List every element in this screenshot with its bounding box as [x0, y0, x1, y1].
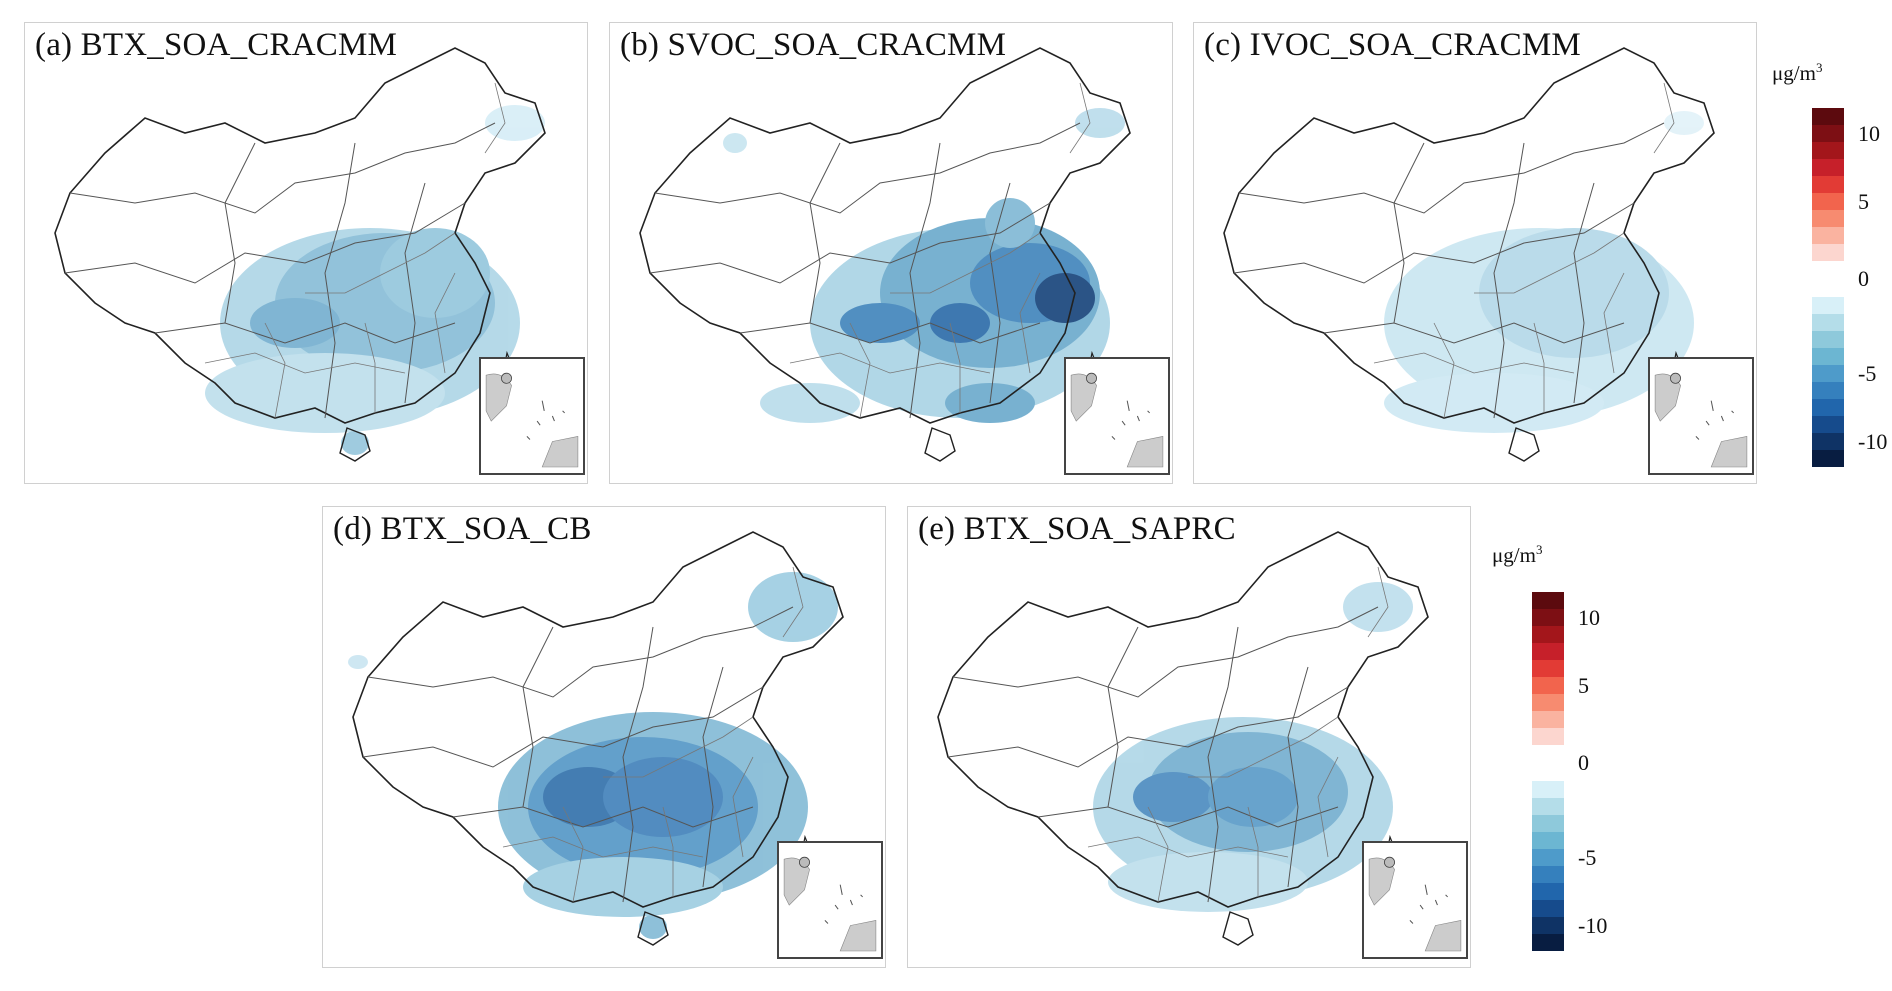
- map-panel-d: (d) BTX_SOA_CB: [322, 506, 886, 968]
- china-map-d: [348, 531, 844, 946]
- panel-title-d: (d) BTX_SOA_CB: [333, 511, 592, 547]
- colorbar-swatch: [1532, 660, 1564, 677]
- colorbar-swatch: [1532, 592, 1564, 609]
- colorbar-tick-label: 0: [1858, 266, 1869, 291]
- colorbar-swatch: [1812, 314, 1844, 331]
- panel-title-b: (b) SVOC_SOA_CRACMM: [620, 27, 1007, 63]
- south-china-sea-inset-c: [1648, 357, 1754, 475]
- colorbar-swatch: [1532, 609, 1564, 626]
- colorbar-swatch: [1812, 244, 1844, 261]
- china-map-b: [639, 47, 1131, 462]
- colorbar-swatch: [1532, 934, 1564, 951]
- colorbar-unit-top: μg/m3: [1772, 60, 1822, 86]
- south-china-sea-inset-d: [777, 841, 883, 959]
- colorbar-swatch: [1532, 917, 1564, 934]
- colorbar-tick-label: -10: [1578, 912, 1608, 938]
- colorbar-swatch: [1532, 728, 1564, 745]
- colorbar-unit-sup: 3: [1815, 60, 1823, 75]
- map-panel-a: (a) BTX_SOA_CRACMM: [24, 22, 588, 484]
- map-panel-e: (e) BTX_SOA_SAPRC: [907, 506, 1471, 968]
- colorbar-swatch: [1532, 866, 1564, 883]
- colorbar-swatch: [1532, 711, 1564, 728]
- colorbar-swatch: [1812, 210, 1844, 227]
- colorbar-swatch: [1812, 450, 1844, 467]
- map-panel-c: (c) IVOC_SOA_CRACMM: [1193, 22, 1757, 484]
- colorbar-swatch: [1532, 626, 1564, 643]
- colorbar-tick-label: -5: [1578, 844, 1597, 870]
- colorbar-swatch: [1812, 382, 1844, 399]
- colorbar-swatch: [1812, 433, 1844, 450]
- colorbar-swatch: [1812, 142, 1844, 159]
- colorbar-tick-label: 5: [1578, 672, 1589, 698]
- colorbar-swatch: [1812, 348, 1844, 365]
- china-map-e: [937, 531, 1429, 946]
- colorbar-swatch: [1812, 365, 1844, 382]
- colorbar-swatch: [1812, 159, 1844, 176]
- colorbar-swatch: [1532, 781, 1564, 798]
- colorbar-swatch: [1812, 108, 1844, 125]
- colorbar-tick-label: 10: [1578, 604, 1600, 630]
- colorbar-swatch: [1812, 193, 1844, 210]
- colorbar-swatch: [1532, 883, 1564, 900]
- colorbar-swatch: [1812, 125, 1844, 142]
- colorbar-swatch: [1812, 176, 1844, 193]
- colorbar-swatch: [1812, 399, 1844, 416]
- colorbar-tick-label: 10: [1858, 120, 1880, 146]
- colorbar-swatch: [1532, 694, 1564, 711]
- panel-title-a: (a) BTX_SOA_CRACMM: [35, 27, 398, 63]
- colorbar-swatch: [1532, 677, 1564, 694]
- colorbar-swatch: [1532, 798, 1564, 815]
- panel-title-e: (e) BTX_SOA_SAPRC: [918, 511, 1236, 547]
- china-map-c: [1223, 47, 1715, 462]
- colorbar-unit-text: μg/m: [1492, 543, 1536, 567]
- panel-title-c: (c) IVOC_SOA_CRACMM: [1204, 27, 1581, 63]
- colorbar-bottom: μg/m3 10 5 0 -5 -10: [1490, 540, 1610, 970]
- colorbar-swatch: [1532, 815, 1564, 832]
- map-panel-b: (b) SVOC_SOA_CRACMM: [609, 22, 1173, 484]
- colorbar-tick-label: -5: [1858, 360, 1877, 386]
- colorbar-tick-label: 5: [1858, 188, 1869, 214]
- south-china-sea-inset-b: [1064, 357, 1170, 475]
- colorbar-unit-bottom: μg/m3: [1492, 542, 1542, 568]
- colorbar-unit-sup: 3: [1535, 542, 1543, 557]
- colorbar-top: μg/m3 10 5 0 -5 -10: [1770, 58, 1890, 478]
- colorbar-tick-label: -10: [1858, 428, 1888, 454]
- colorbar-swatch: [1532, 849, 1564, 866]
- colorbar-tick-label: 0: [1578, 750, 1589, 775]
- colorbar-swatch: [1812, 331, 1844, 348]
- south-china-sea-inset-a: [479, 357, 585, 475]
- colorbar-swatch: [1812, 297, 1844, 314]
- colorbar-swatch: [1812, 227, 1844, 244]
- south-china-sea-inset-e: [1362, 841, 1468, 959]
- colorbar-unit-text: μg/m: [1772, 61, 1816, 85]
- colorbar-swatch: [1532, 643, 1564, 660]
- colorbar-swatch: [1812, 416, 1844, 433]
- colorbar-swatch: [1532, 900, 1564, 917]
- colorbar-swatch: [1532, 832, 1564, 849]
- china-map-a: [54, 47, 546, 462]
